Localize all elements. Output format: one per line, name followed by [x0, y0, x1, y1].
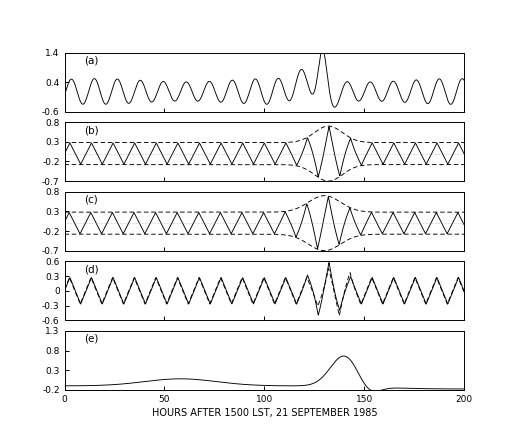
- X-axis label: HOURS AFTER 1500 LST, 21 SEPTEMBER 1985: HOURS AFTER 1500 LST, 21 SEPTEMBER 1985: [152, 408, 377, 418]
- Text: (e): (e): [85, 334, 99, 344]
- Text: (a): (a): [85, 56, 99, 66]
- Text: (d): (d): [85, 264, 99, 274]
- Text: (b): (b): [85, 125, 99, 135]
- Text: (c): (c): [85, 194, 98, 205]
